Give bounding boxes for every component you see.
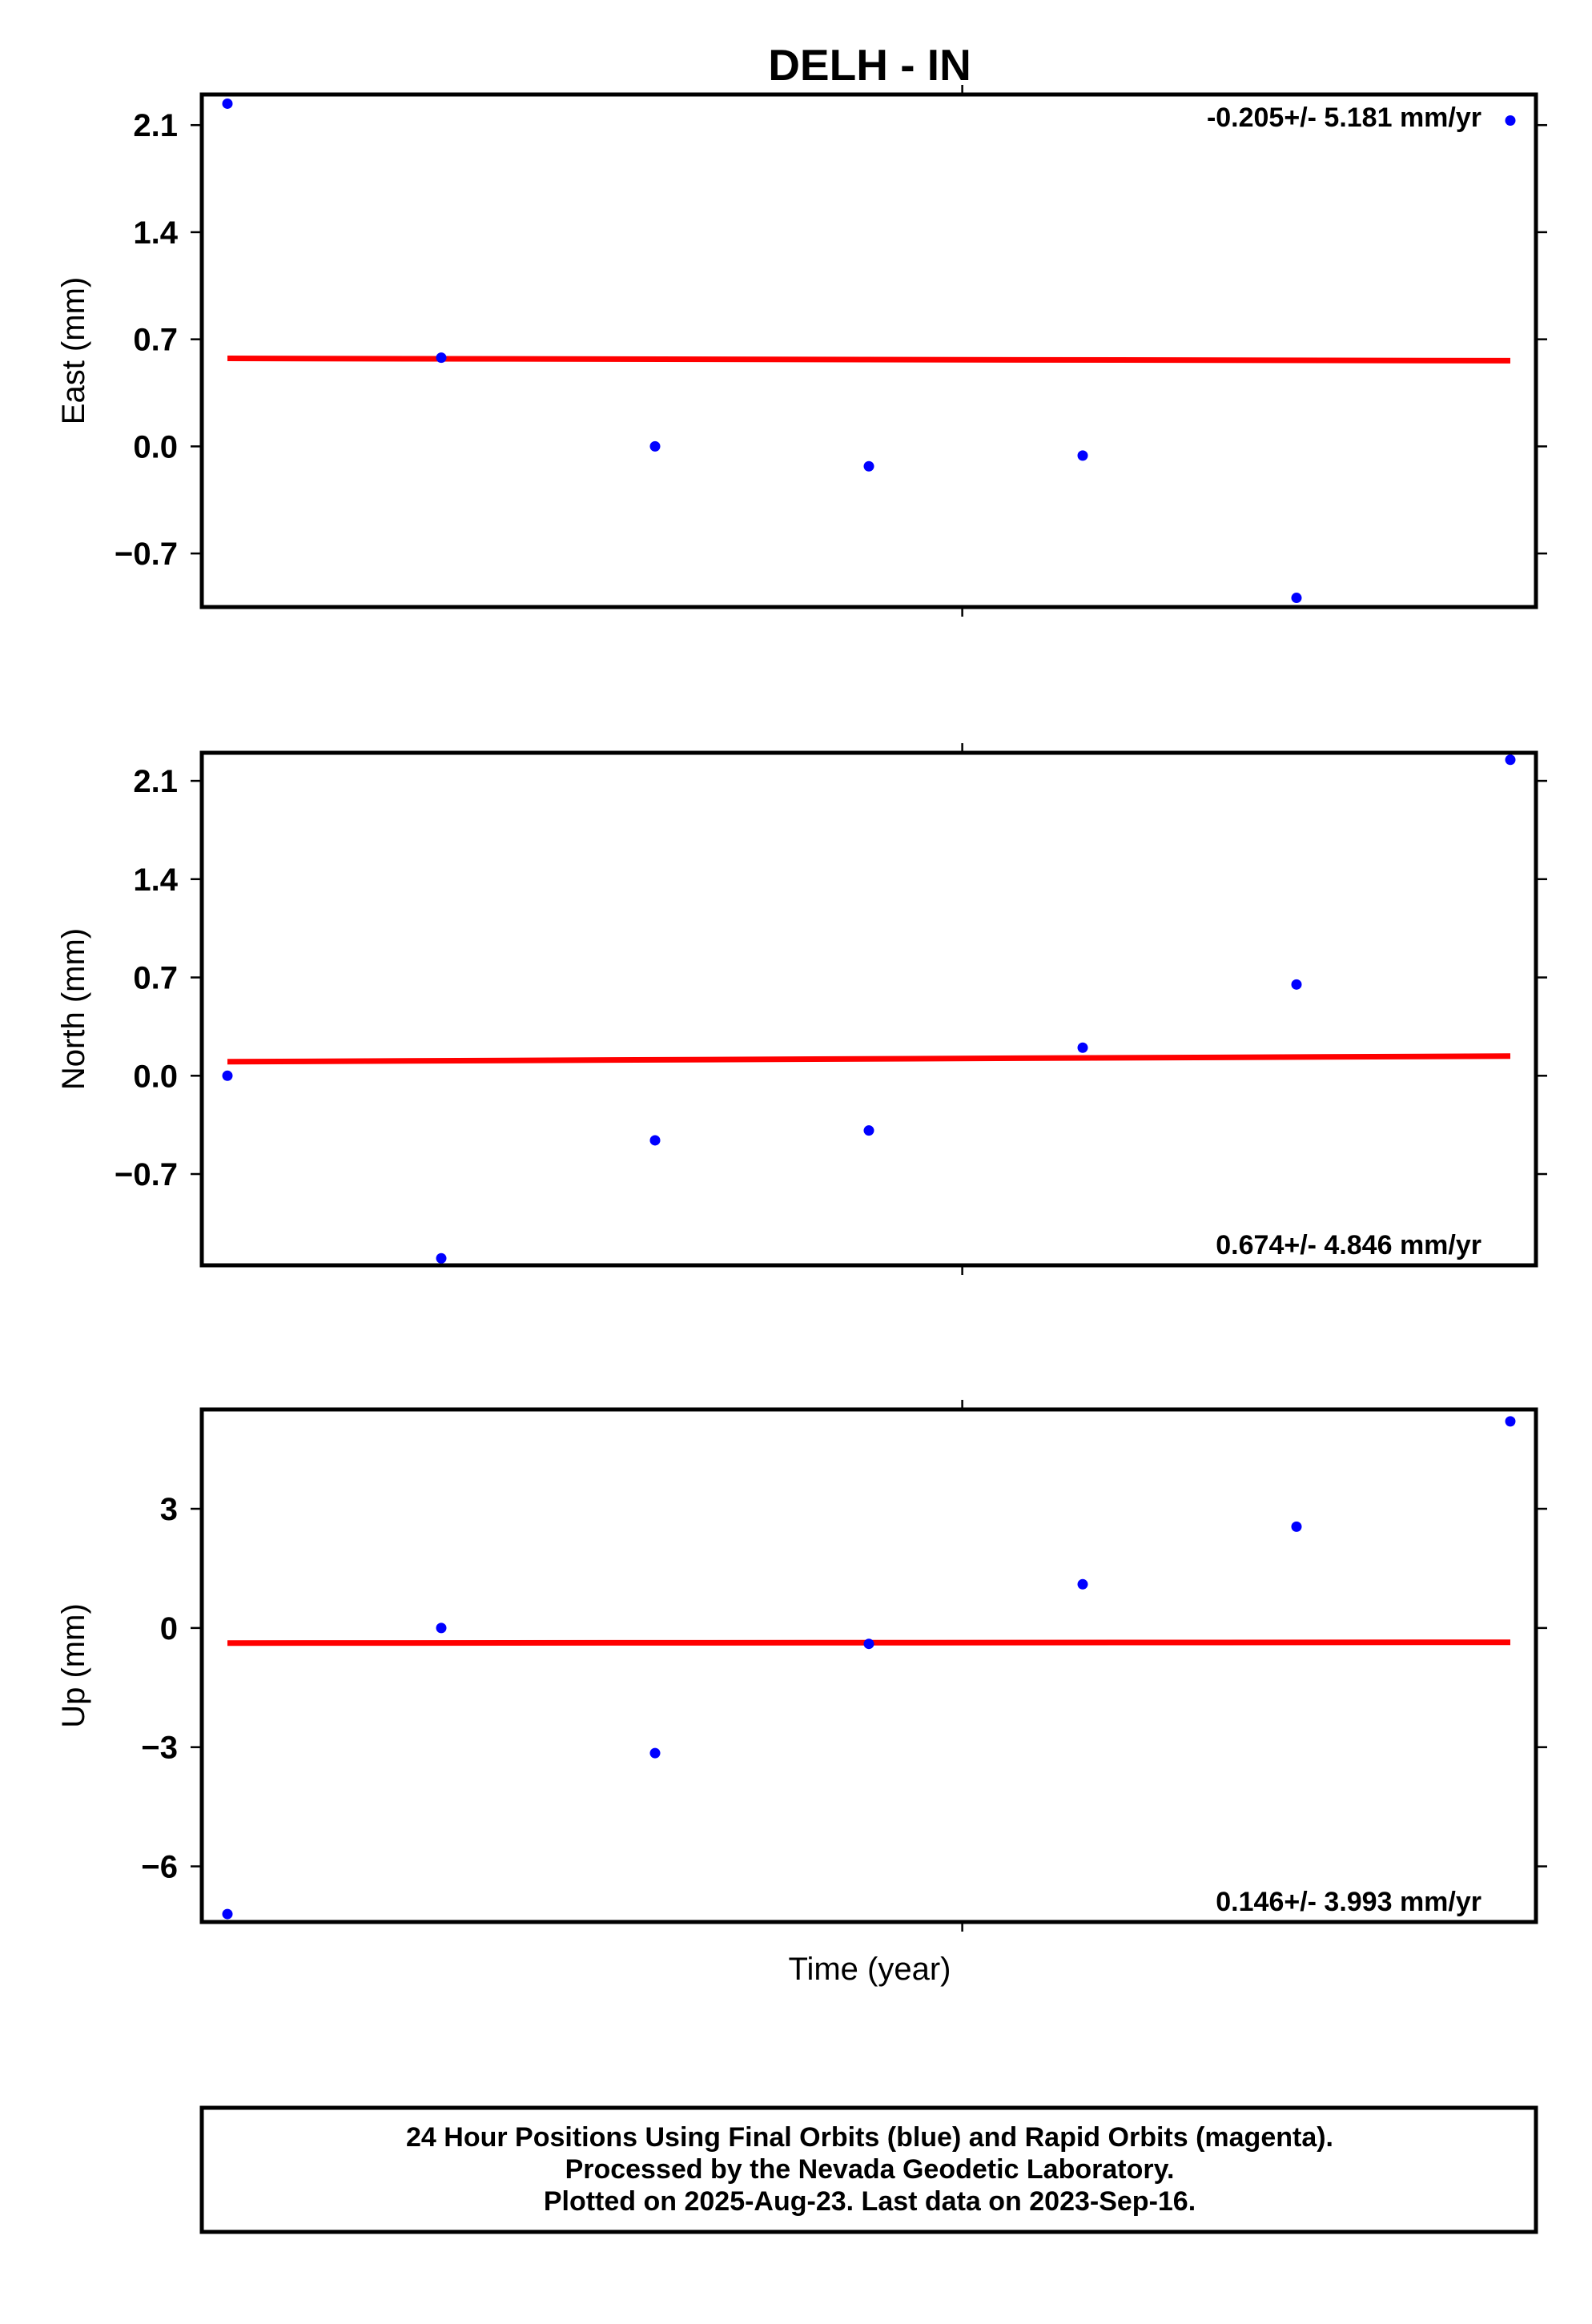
data-point <box>649 440 661 452</box>
y-axis-label: North (mm) <box>56 928 91 1090</box>
panel-1: 2.1 1.4 0.7 0.0 −0.7 East (mm) -0.205+/- 5.181… <box>56 85 1547 617</box>
panel-frame <box>199 1407 1538 1924</box>
panel-2: 2.1 1.4 0.7 0.0 −0.7 North (mm) 0.674+/- 4.846… <box>56 743 1547 1275</box>
data-point <box>1505 115 1516 126</box>
data-point <box>222 1070 233 1081</box>
y-tick-label: 3 <box>160 1492 178 1527</box>
panel-frame <box>199 750 1538 1268</box>
rate-annotation: 0.674+/- 4.846 mm/yr <box>1216 1230 1481 1261</box>
rate-annotation: 0.146+/- 3.993 mm/yr <box>1216 1887 1481 1917</box>
trend-line <box>227 1053 1511 1065</box>
data-point <box>649 1747 661 1759</box>
data-point <box>1291 979 1302 990</box>
data-point <box>222 1908 233 1920</box>
trend-line <box>227 356 1511 364</box>
y-axis-label: Up (mm) <box>56 1603 91 1728</box>
caption-line-1: 24 Hour Positions Using Final Orbits (bl… <box>406 2122 1333 2153</box>
data-point <box>1077 1042 1088 1053</box>
y-tick-label: 0.0 <box>133 1059 178 1094</box>
y-axis-label: East (mm) <box>56 277 91 424</box>
data-point <box>436 1252 447 1264</box>
chart-title: DELH - IN <box>768 40 971 90</box>
data-point <box>863 1125 874 1136</box>
y-tick-label: −0.7 <box>115 1157 178 1192</box>
y-tick-label: 1.4 <box>133 862 178 898</box>
y-tick-label: −6 <box>141 1850 178 1885</box>
y-tick-label: 2.1 <box>133 764 178 799</box>
y-tick-label: −3 <box>141 1731 178 1766</box>
data-point <box>1291 593 1302 604</box>
data-point <box>649 1135 661 1146</box>
y-tick-label: 0 <box>160 1611 178 1647</box>
data-point <box>222 98 233 109</box>
data-point <box>1077 1578 1088 1590</box>
data-point <box>436 1622 447 1634</box>
y-tick-label: −0.7 <box>115 537 178 572</box>
y-tick-label: 0.7 <box>133 323 178 358</box>
y-tick-label: 0.7 <box>133 961 178 996</box>
caption-frame <box>199 2105 1538 2234</box>
x-axis-label: Time (year) <box>789 1952 951 1987</box>
panels-group: 2.1 1.4 0.7 0.0 −0.7 East (mm) -0.205+/- 5.181… <box>56 85 1547 1932</box>
caption-box: 24 Hour Positions Using Final Orbits (bl… <box>199 2105 1538 2234</box>
data-point <box>1505 754 1516 766</box>
data-point <box>436 352 447 364</box>
y-tick-label: 2.1 <box>133 108 178 143</box>
y-tick-label: 0.0 <box>133 429 178 464</box>
panel-frame <box>199 92 1538 609</box>
caption-line-3: Plotted on 2025-Aug-23. Last data on 202… <box>544 2186 1196 2217</box>
data-point <box>1077 450 1088 461</box>
y-tick-label: 1.4 <box>133 215 178 251</box>
data-point <box>1291 1521 1302 1532</box>
data-point <box>863 460 874 472</box>
data-point <box>863 1638 874 1650</box>
data-point <box>1505 1416 1516 1427</box>
caption-line-2: Processed by the Nevada Geodetic Laborat… <box>565 2154 1175 2185</box>
panel-3: 3 0 −3 −6 Up (mm) 0.146+/- 3.993 mm/yr <box>56 1400 1547 1932</box>
rate-annotation: -0.205+/- 5.181 mm/yr <box>1207 103 1481 133</box>
